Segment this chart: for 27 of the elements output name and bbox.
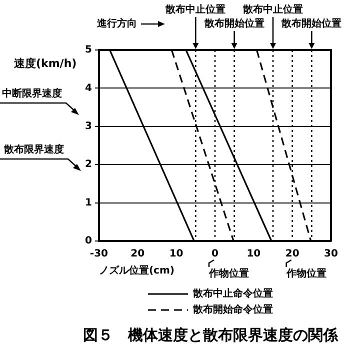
x-tick-label: 30 (324, 248, 338, 260)
text: 図５ 機体速度と散布限界速度の関係 (83, 326, 339, 344)
ref-line-label: 作物位置 (208, 268, 249, 280)
y-tick-label: 0 (84, 236, 92, 247)
legend-label: 散布開始命令位置 (192, 304, 273, 316)
x-tick-label: 20 (130, 248, 145, 260)
y-tick-label: 1 (84, 197, 92, 208)
ref-line-label: 散布中止位置 (242, 4, 303, 16)
x-tick-label: 10 (246, 248, 261, 260)
text: 中断限界速度 (2, 88, 62, 100)
y-tick-label: 5 (84, 44, 92, 56)
text: 散布限界速度 (3, 144, 64, 156)
x-tick-label: -30 (90, 248, 108, 260)
y-tick-label: 3 (84, 120, 92, 132)
ref-line-label: 作物位置 (285, 268, 326, 280)
y-tick-label: 4 (84, 82, 92, 94)
ref-line-label: 散布開始位置 (203, 18, 264, 30)
y-tick-label: 2 (84, 159, 92, 170)
text: 進行方向 (96, 18, 137, 30)
y-axis-title: 速度(km/h) (13, 56, 77, 70)
x-tick-label: 20 (285, 248, 300, 260)
ref-line-label: 散布開始位置 (280, 18, 342, 30)
ref-line-label: 散布中止位置 (164, 4, 226, 16)
x-tick-label: 10 (169, 248, 184, 260)
legend-label: 散布中止命令位置 (192, 288, 273, 300)
x-axis-title: ノズル位置(cm) (98, 264, 174, 277)
x-tick-label: 0 (211, 248, 218, 260)
